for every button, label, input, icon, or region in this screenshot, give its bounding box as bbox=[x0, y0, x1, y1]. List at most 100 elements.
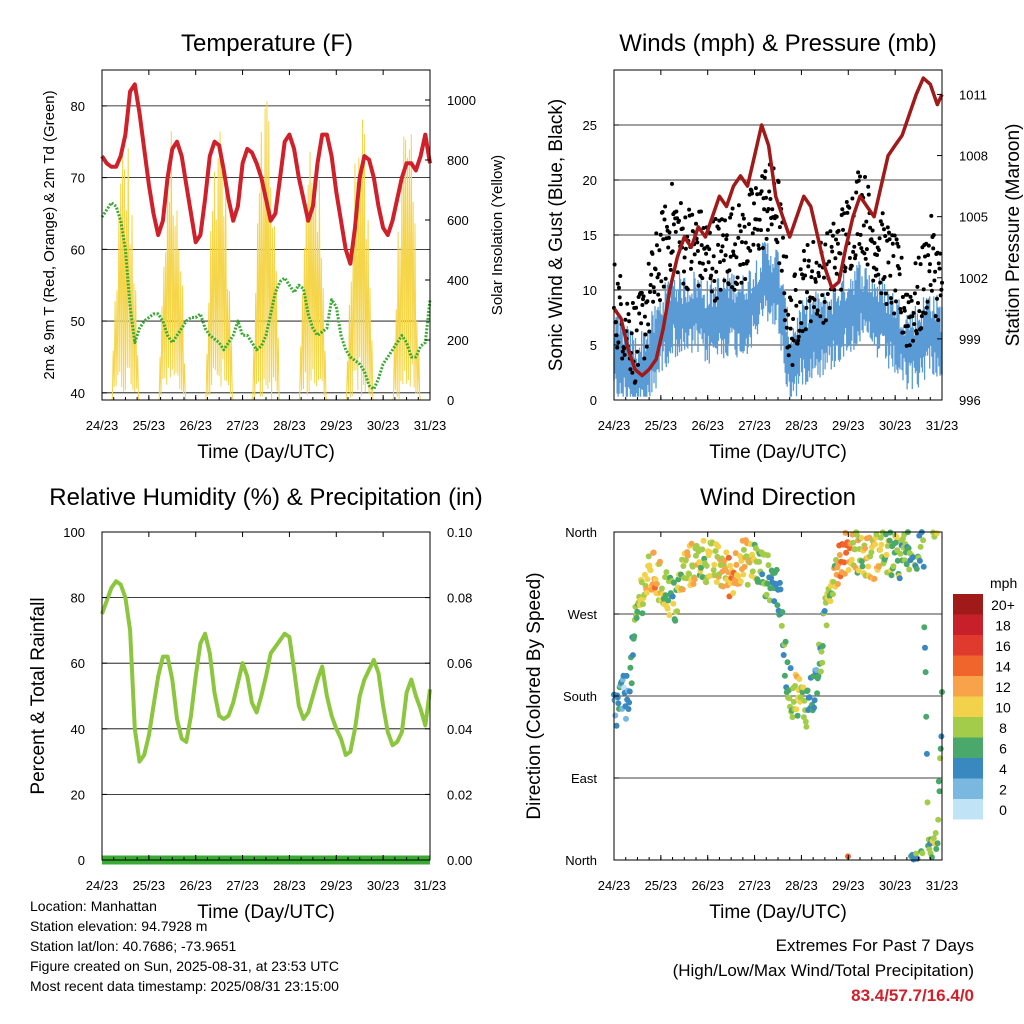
direction-point bbox=[683, 575, 690, 582]
direction-point bbox=[670, 579, 677, 586]
direction-point bbox=[782, 638, 789, 645]
gust-point bbox=[893, 288, 898, 293]
x-tick-label: 27/23 bbox=[738, 418, 771, 433]
direction-left-axis: North East South West North bbox=[563, 525, 619, 868]
legend-swatch bbox=[953, 696, 983, 717]
gust-point bbox=[843, 265, 848, 270]
direction-point bbox=[800, 684, 807, 691]
gust-point bbox=[929, 288, 934, 293]
direction-point bbox=[819, 659, 826, 666]
gust-point bbox=[660, 210, 665, 214]
gust-point bbox=[673, 229, 678, 234]
gust-point bbox=[662, 217, 667, 222]
temperature-x-axis: 24/23 25/23 26/23 27/23 28/23 29/23 30/23 31/23 bbox=[86, 70, 446, 433]
gust-point bbox=[882, 227, 886, 232]
gust-point bbox=[830, 249, 835, 254]
gust-point bbox=[695, 240, 700, 245]
gust-point bbox=[866, 192, 871, 197]
gust-point bbox=[795, 341, 800, 346]
direction-point bbox=[873, 531, 880, 538]
gust-point bbox=[925, 299, 930, 304]
pressure-ylabel: Station Pressure (Maroon) bbox=[1003, 124, 1024, 347]
direction-point bbox=[859, 563, 866, 570]
gust-point bbox=[630, 301, 635, 305]
gust-point bbox=[781, 235, 785, 240]
gust-point bbox=[616, 340, 621, 345]
gust-point bbox=[709, 273, 714, 278]
y2-tick-label: 0.02 bbox=[447, 787, 472, 802]
gust-point bbox=[855, 232, 860, 237]
gust-point bbox=[889, 300, 894, 305]
direction-point bbox=[644, 576, 651, 583]
direction-point bbox=[814, 690, 821, 697]
extremes-values: 83.4/57.7/16.4/0 bbox=[851, 986, 974, 1005]
gust-point bbox=[864, 247, 869, 252]
gust-point bbox=[748, 248, 753, 253]
legend-swatch bbox=[953, 778, 983, 799]
y-tick-label: North bbox=[565, 525, 597, 540]
gust-point bbox=[786, 353, 791, 358]
gust-point bbox=[752, 201, 756, 206]
direction-point bbox=[741, 563, 748, 570]
gust-point bbox=[724, 233, 729, 238]
y2-tick-label: 0.08 bbox=[447, 591, 472, 606]
gust-point bbox=[919, 314, 924, 319]
direction-point bbox=[765, 562, 772, 569]
gust-point bbox=[911, 338, 915, 343]
direction-point bbox=[669, 593, 676, 600]
x-tick-label: 28/23 bbox=[785, 878, 818, 893]
direction-point bbox=[936, 788, 943, 795]
x-tick-label: 29/23 bbox=[320, 878, 353, 893]
gust-point bbox=[721, 233, 726, 238]
gust-point bbox=[856, 178, 861, 183]
gust-point bbox=[657, 248, 662, 253]
info-elevation: Station elevation: 94.7928 m bbox=[30, 918, 208, 934]
x-tick-label: 24/23 bbox=[86, 418, 119, 433]
x-tick-label: 28/23 bbox=[273, 418, 306, 433]
gust-point bbox=[628, 367, 633, 372]
gust-point bbox=[654, 243, 659, 248]
gust-point bbox=[743, 240, 748, 245]
direction-point bbox=[821, 608, 828, 614]
direction-point bbox=[733, 561, 740, 568]
x-tick-label: 29/23 bbox=[832, 418, 865, 433]
gust-point bbox=[726, 282, 731, 287]
gust-point bbox=[888, 296, 893, 301]
gust-point bbox=[713, 217, 718, 221]
direction-point bbox=[811, 704, 817, 711]
legend-label: 2 bbox=[999, 782, 1007, 798]
direction-point bbox=[836, 552, 843, 558]
gust-point bbox=[891, 254, 896, 258]
gust-point bbox=[782, 291, 787, 296]
direction-point bbox=[937, 745, 944, 752]
temperature-line bbox=[100, 82, 432, 266]
direction-point bbox=[886, 537, 893, 544]
direction-point bbox=[862, 545, 868, 552]
direction-point bbox=[922, 669, 929, 676]
direction-series bbox=[611, 529, 945, 863]
gust-point bbox=[913, 261, 918, 266]
direction-point bbox=[713, 579, 720, 585]
gust-point bbox=[762, 207, 767, 212]
gust-point bbox=[899, 310, 903, 315]
direction-point bbox=[845, 567, 852, 573]
legend-label: 20+ bbox=[991, 597, 1015, 613]
gust-point bbox=[836, 228, 841, 233]
gust-point bbox=[730, 206, 735, 211]
gust-point bbox=[793, 288, 798, 292]
y-tick-label: 100 bbox=[63, 525, 85, 540]
x-tick-label: 24/23 bbox=[598, 878, 631, 893]
direction-point bbox=[710, 566, 717, 573]
gust-point bbox=[755, 192, 760, 197]
gust-point bbox=[634, 305, 639, 310]
direction-point bbox=[794, 712, 801, 719]
gust-point bbox=[656, 292, 661, 297]
gust-point bbox=[661, 284, 666, 289]
gust-point bbox=[716, 242, 721, 247]
gust-point bbox=[613, 320, 618, 325]
x-tick-label: 26/23 bbox=[179, 878, 212, 893]
direction-title: Wind Direction bbox=[700, 484, 856, 511]
gust-point bbox=[728, 254, 733, 259]
gust-point bbox=[724, 237, 729, 242]
gust-point bbox=[797, 328, 802, 333]
